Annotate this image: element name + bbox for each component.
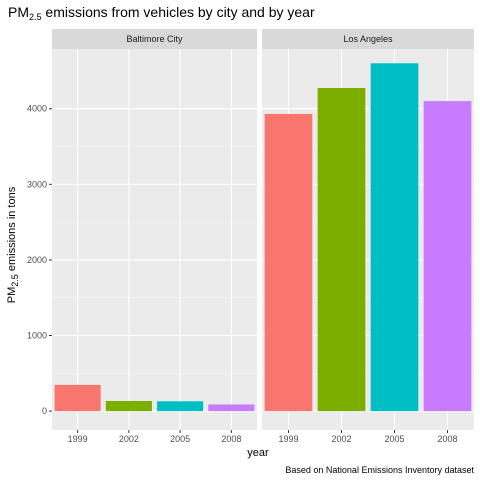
y-tick-label: 2000 — [27, 255, 47, 265]
x-tick-label: 2005 — [384, 434, 404, 444]
plot-area: 0 1000 2000 3000 4000 Baltimore City 1999 2002 2… — [27, 29, 474, 444]
x-tick-label: 2002 — [331, 434, 351, 444]
facet-strip-label: Baltimore City — [126, 34, 183, 44]
y-tick-label: 0 — [42, 406, 47, 416]
bar-los-angeles-2008 — [423, 101, 472, 412]
y-tick-label: 3000 — [27, 179, 47, 189]
bar-baltimore-city-2008 — [208, 404, 255, 412]
x-tick-label: 1999 — [278, 434, 298, 444]
bar-los-angeles-1999 — [264, 113, 313, 412]
x-tick-label: 2005 — [170, 434, 190, 444]
facet-strip — [52, 29, 257, 49]
y-tick-label: 1000 — [27, 331, 47, 341]
panel-background — [52, 49, 257, 430]
x-tick-label: 1999 — [68, 434, 88, 444]
chart-title: PM2.5 emissions from vehicles by city an… — [8, 4, 315, 22]
bar-baltimore-city-2005 — [157, 401, 204, 412]
y-axis-label: PM2.5 emissions in tons — [6, 186, 20, 303]
y-tick-label: 4000 — [27, 104, 47, 114]
bar-baltimore-city-2002 — [105, 400, 152, 412]
bar-los-angeles-2002 — [317, 88, 366, 412]
facet-strip-label: Los Angeles — [343, 34, 393, 44]
x-axis-label: year — [247, 447, 269, 459]
facet-strip — [262, 29, 474, 49]
x-tick-label: 2002 — [119, 434, 139, 444]
bar-baltimore-city-1999 — [54, 384, 101, 412]
bar-los-angeles-2005 — [370, 63, 419, 412]
chart-caption: Based on National Emissions Inventory da… — [285, 465, 474, 475]
x-tick-label: 2008 — [437, 434, 457, 444]
x-tick-label: 2008 — [221, 434, 241, 444]
